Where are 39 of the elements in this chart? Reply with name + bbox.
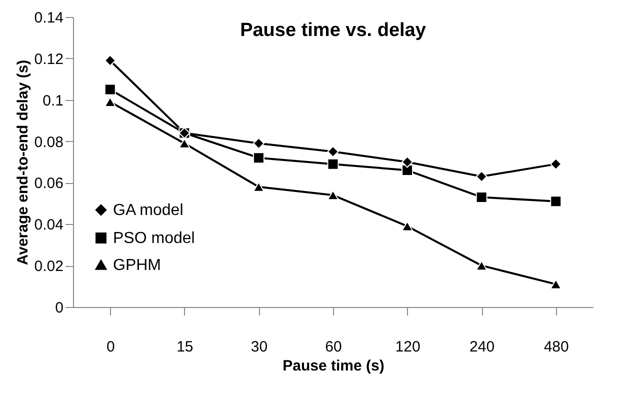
point: [402, 221, 414, 232]
point: [252, 152, 264, 164]
point: [252, 182, 264, 192]
y-tick-label: 0.14: [34, 10, 64, 26]
y-tick-label: 0.08: [34, 134, 64, 151]
legend-label: PSO model: [113, 230, 195, 247]
x-tick-label: 120: [395, 338, 420, 356]
x-tick-label: 15: [176, 338, 194, 356]
point: [550, 279, 562, 290]
point: [327, 190, 339, 200]
x-tick-label: 30: [250, 338, 268, 356]
chart-title: Pause time vs. delay: [240, 20, 426, 41]
point: [476, 191, 488, 203]
point: [178, 138, 190, 148]
legend-label: GPHM: [113, 257, 161, 274]
point: [476, 170, 488, 182]
point: [327, 146, 339, 158]
x-tick-label: 0: [106, 338, 115, 356]
x-tick-label: 240: [470, 338, 495, 356]
y-tick-label: 0: [55, 300, 64, 316]
point: [104, 54, 116, 66]
point: [252, 138, 264, 150]
y-tick-label: 0.04: [34, 216, 64, 234]
y-tick-label: 0.12: [34, 50, 64, 68]
point: [104, 84, 116, 96]
point: [550, 158, 562, 170]
y-tick-label: 0.06: [34, 175, 64, 192]
point: [402, 164, 414, 176]
point: [476, 260, 488, 271]
legend-label: GA model: [113, 202, 184, 219]
x-axis-title: Pause time (s): [282, 358, 384, 374]
x-tick-label: 60: [325, 338, 342, 356]
y-tick-label: 0.02: [34, 258, 64, 276]
point: [402, 156, 414, 168]
x-tick-label: 480: [544, 338, 569, 356]
y-tick-label: 0.1: [42, 92, 64, 110]
point: [550, 196, 562, 208]
point: [327, 158, 339, 170]
y-axis-title: Average end-to-end delay (s): [14, 60, 32, 266]
